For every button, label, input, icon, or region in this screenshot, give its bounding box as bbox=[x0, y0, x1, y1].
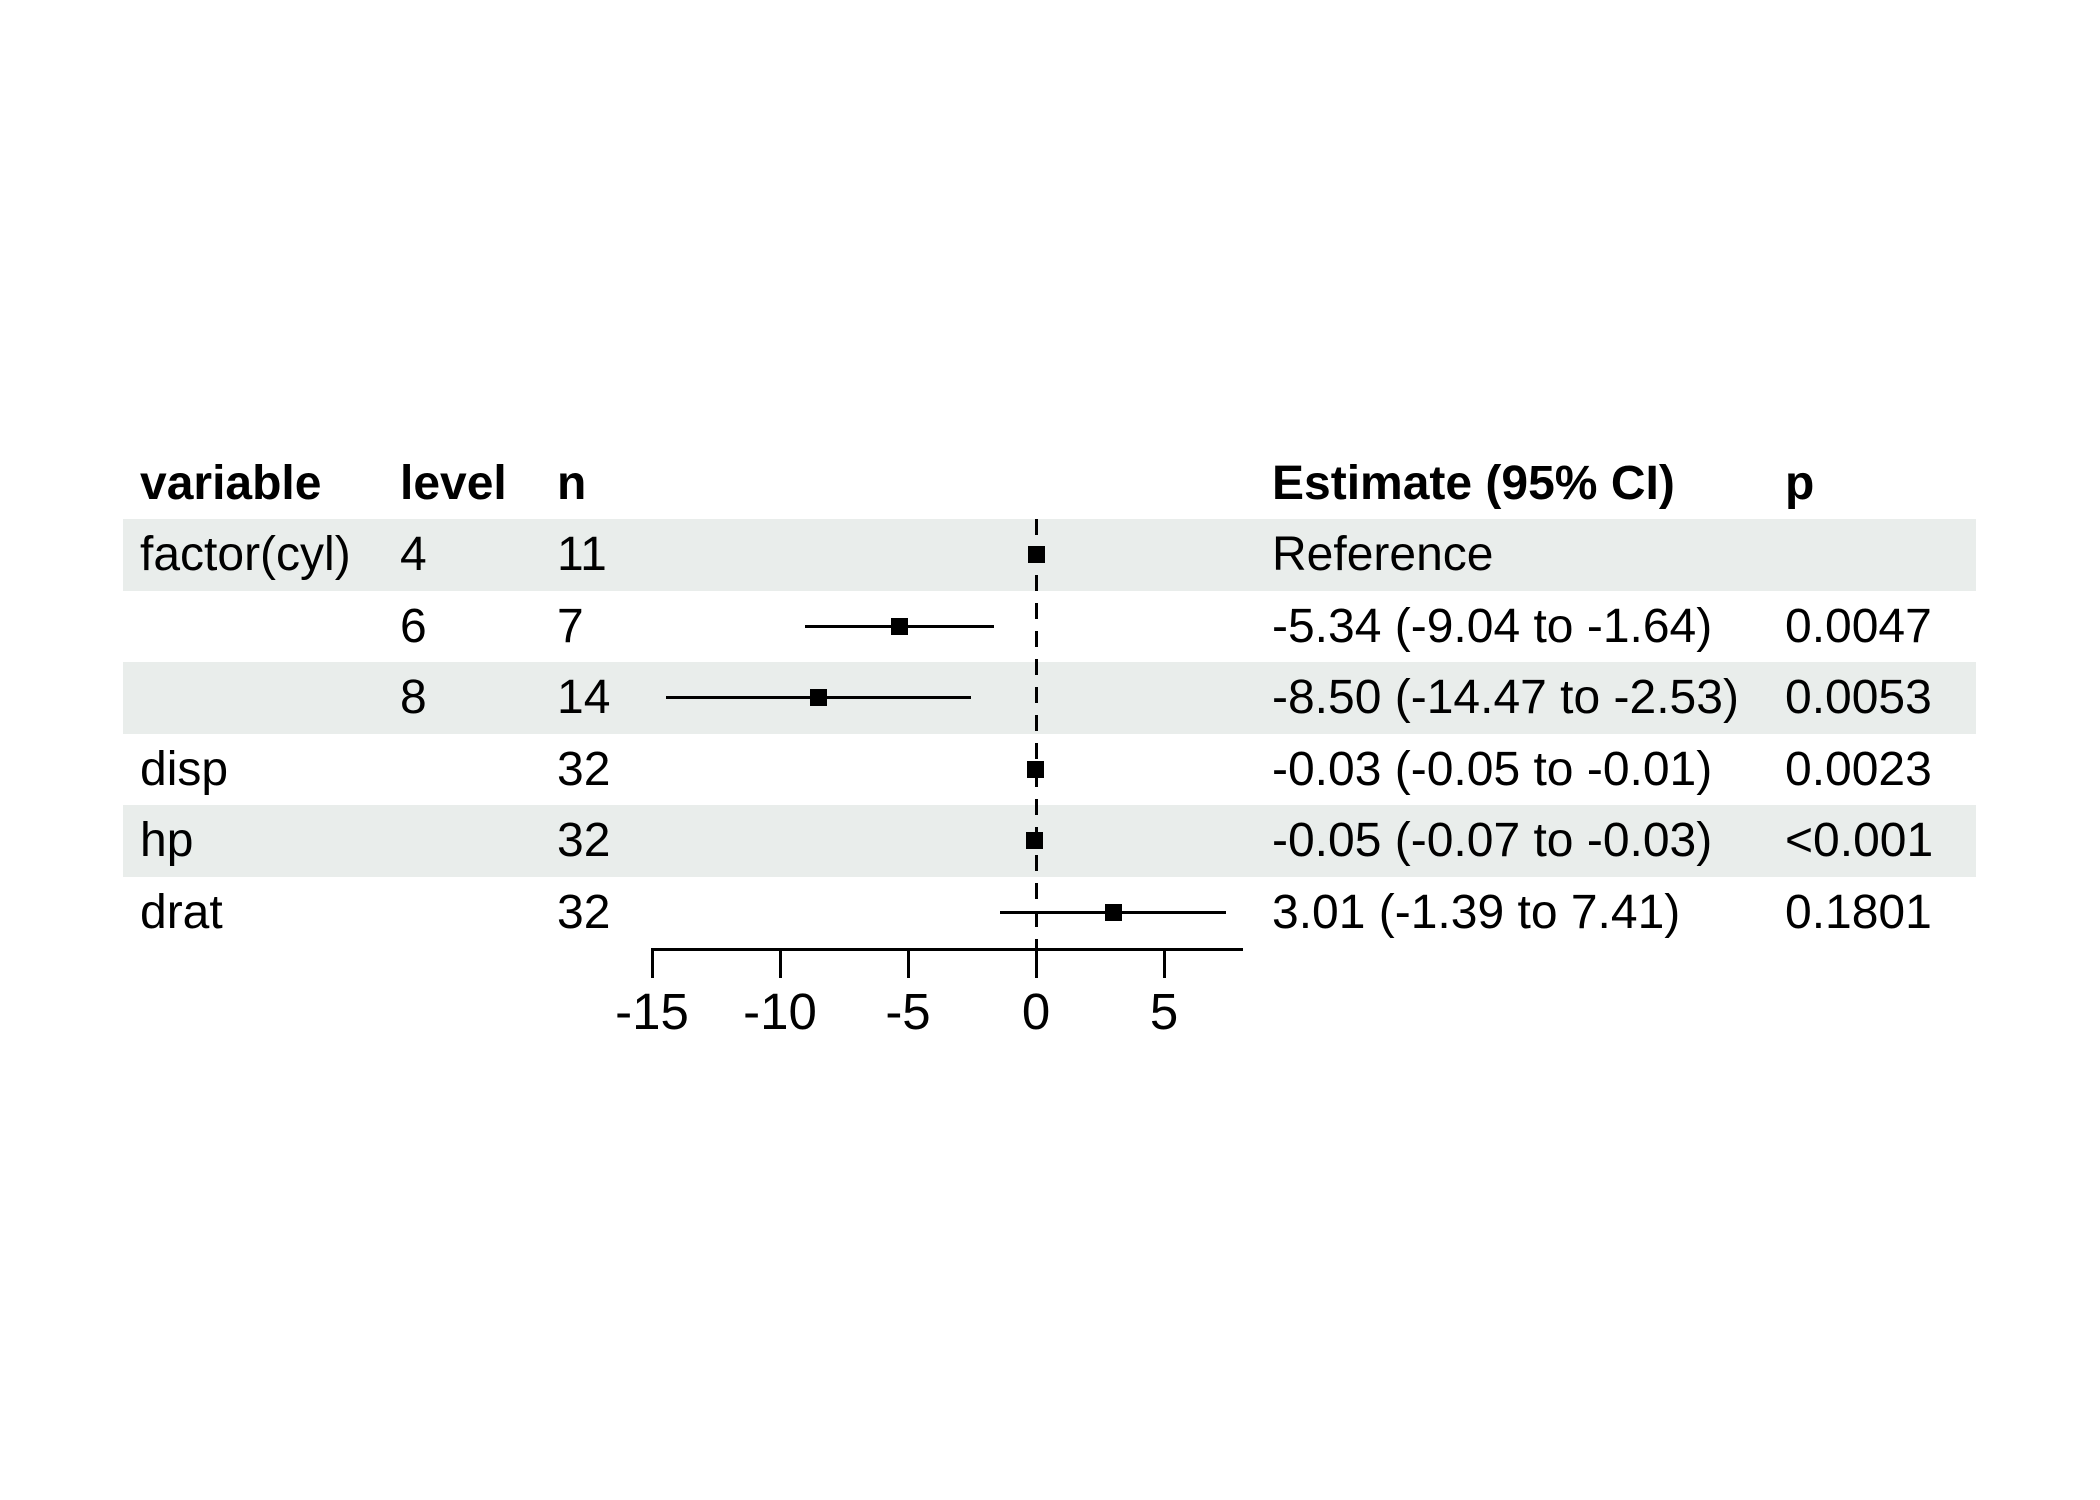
table-row: 6 7 -5.34 (-9.04 to -1.64) 0.0047 bbox=[123, 591, 1976, 663]
column-header-n: n bbox=[557, 457, 587, 510]
row-estimate-label: -0.03 (-0.05 to -0.01) bbox=[1272, 742, 1713, 796]
row-estimate-label: 3.01 (-1.39 to 7.41) bbox=[1272, 885, 1681, 939]
column-header-level: level bbox=[400, 457, 507, 510]
row-estimate-label: -5.34 (-9.04 to -1.64) bbox=[1272, 599, 1713, 653]
column-header-p: p bbox=[1785, 457, 1815, 510]
x-axis-tick-label: -10 bbox=[743, 983, 817, 1040]
x-axis-tick-label: 0 bbox=[1021, 983, 1051, 1040]
row-p-value: 0.0053 bbox=[1785, 671, 1932, 724]
row-estimate-label: Reference bbox=[1272, 528, 1494, 581]
column-header-variable: variable bbox=[140, 457, 322, 510]
row-estimate-label: -8.50 (-14.47 to -2.53) bbox=[1272, 671, 1739, 724]
table-row: 8 14 -8.50 (-14.47 to -2.53) 0.0053 bbox=[123, 662, 1976, 734]
table-row: disp 32 -0.03 (-0.05 to -0.01) 0.0023 bbox=[123, 734, 1976, 806]
table-row: hp 32 -0.05 (-0.07 to -0.03) <0.001 bbox=[123, 805, 1976, 877]
row-level: 8 bbox=[400, 671, 427, 724]
x-axis-tick bbox=[778, 948, 782, 978]
x-axis-tick-label: -15 bbox=[615, 983, 689, 1040]
row-n: 14 bbox=[557, 671, 611, 724]
row-n: 32 bbox=[557, 742, 611, 796]
row-n: 32 bbox=[557, 814, 611, 867]
row-variable: disp bbox=[140, 742, 229, 796]
x-axis-tick bbox=[1034, 948, 1038, 978]
row-n: 11 bbox=[557, 528, 607, 581]
row-variable: factor(cyl) bbox=[140, 528, 351, 581]
row-variable: hp bbox=[140, 814, 194, 867]
row-level: 4 bbox=[400, 528, 427, 581]
x-axis-tick bbox=[906, 948, 910, 978]
x-axis-tick-label: 5 bbox=[1149, 983, 1179, 1040]
x-axis-tick bbox=[1162, 948, 1166, 978]
row-p-value: 0.1801 bbox=[1785, 885, 1932, 939]
column-header-estimate: Estimate (95% CI) bbox=[1272, 457, 1675, 510]
row-p-value: <0.001 bbox=[1785, 814, 1934, 867]
row-level: 6 bbox=[400, 599, 427, 653]
row-estimate-label: -0.05 (-0.07 to -0.03) bbox=[1272, 814, 1713, 867]
table-row: drat 32 3.01 (-1.39 to 7.41) 0.1801 bbox=[123, 877, 1976, 949]
table-row: factor(cyl) 4 11 Reference bbox=[123, 519, 1976, 591]
x-axis-tick bbox=[650, 948, 654, 978]
row-variable: drat bbox=[140, 885, 223, 939]
row-n: 7 bbox=[557, 599, 584, 653]
x-axis-line bbox=[652, 948, 1244, 951]
row-p-value: 0.0047 bbox=[1785, 599, 1932, 653]
row-p-value: 0.0023 bbox=[1785, 742, 1932, 796]
x-axis-tick-label: -5 bbox=[885, 983, 931, 1040]
row-n: 32 bbox=[557, 885, 611, 939]
